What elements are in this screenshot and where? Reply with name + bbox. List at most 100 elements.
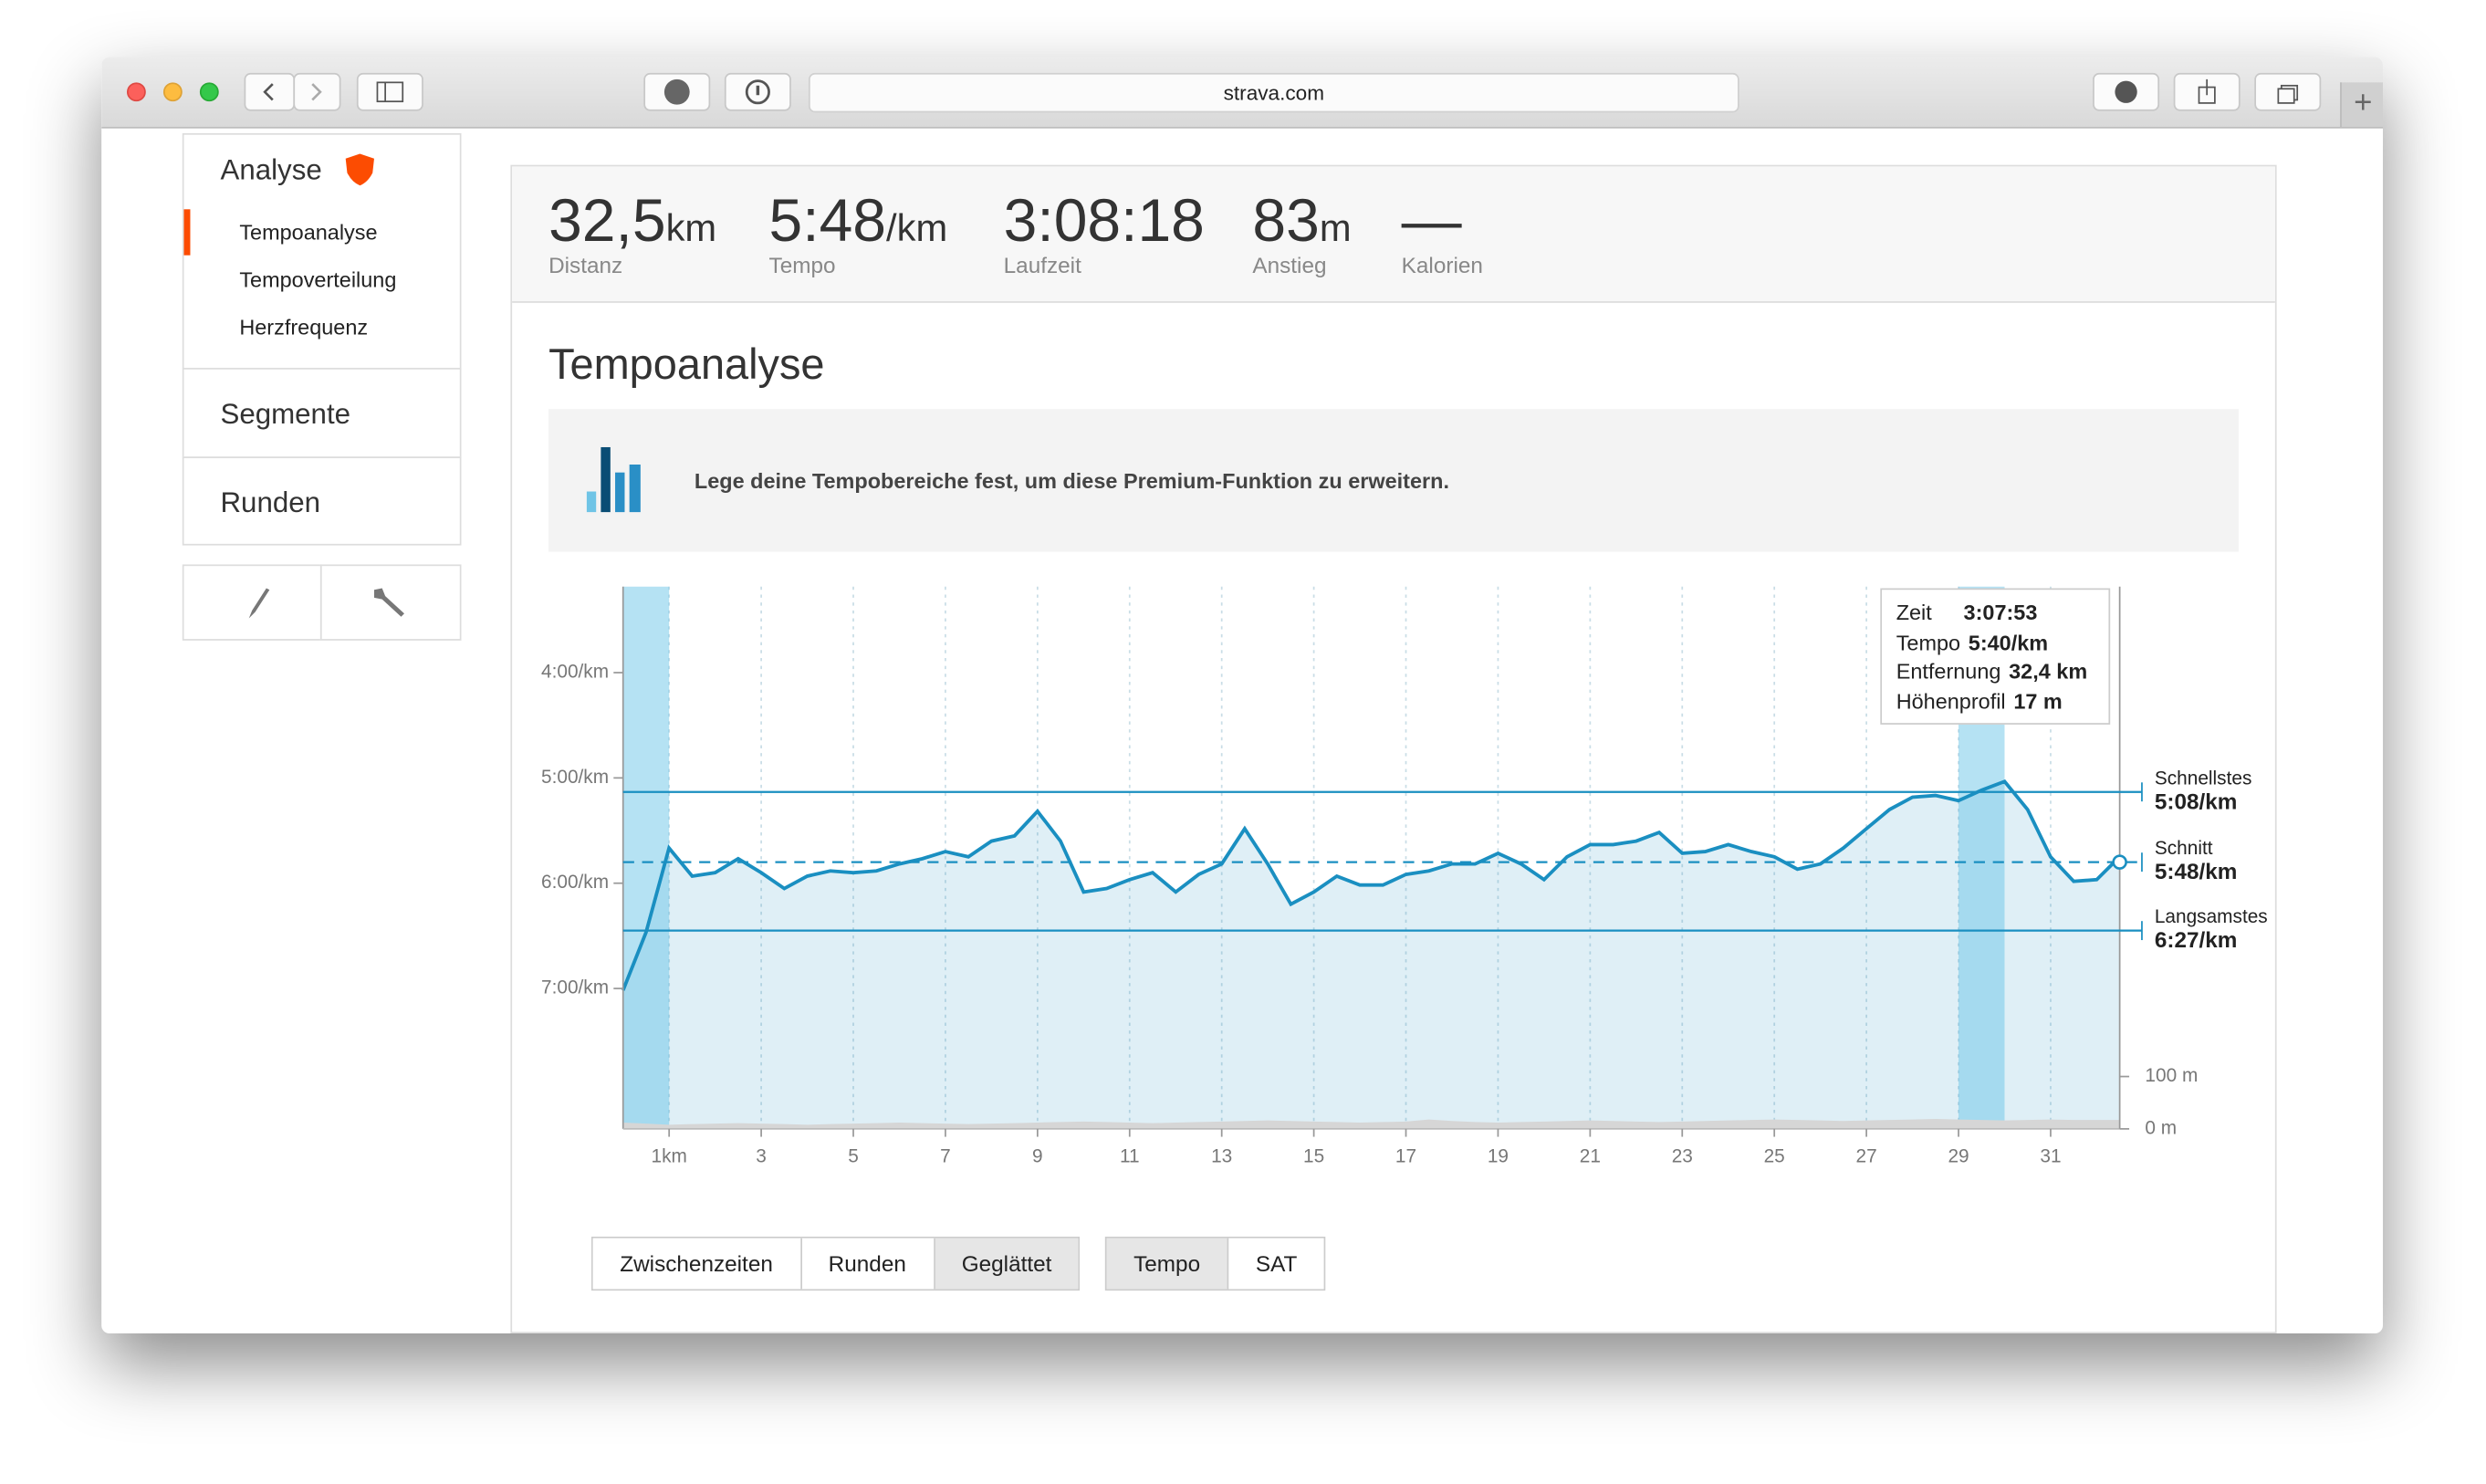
url-text: strava.com (1223, 80, 1325, 105)
stat: 83m Anstieg (1252, 189, 1351, 277)
x-tick-label: 25 (1764, 1146, 1785, 1167)
password-button[interactable] (724, 72, 791, 111)
x-tick-label: 27 (1856, 1146, 1877, 1167)
y-tick-label: 5:00/km (541, 767, 609, 788)
y-tick-label: 6:00/km (541, 872, 609, 893)
stat-label: Laufzeit (1003, 252, 1081, 278)
premium-banner: Lege deine Tempobereiche fest, um diese … (548, 409, 2239, 552)
zoom-button[interactable] (199, 82, 219, 102)
x-tick-label: 7 (940, 1146, 951, 1167)
tooltip-row: Tempo 5:40/km (1896, 629, 2094, 658)
menu-item[interactable]: Tempoverteilung (239, 267, 397, 292)
minimize-button[interactable] (162, 82, 183, 102)
address-bar[interactable]: strava.com (808, 72, 1739, 113)
highlight-band (622, 586, 670, 1129)
menu-item[interactable]: Herzfrequenz (239, 315, 369, 340)
tooltip-value: 5:40/km (1968, 630, 2049, 654)
premium-icon (345, 153, 374, 186)
tooltip-row: Entfernung 32,4 km (1896, 658, 2094, 687)
new-tab-button[interactable]: + (2340, 82, 2384, 127)
stat-label: Distanz (548, 252, 623, 278)
x-tick-label: 19 (1488, 1146, 1509, 1167)
wrench-icon (373, 588, 404, 617)
pencil-icon (248, 588, 270, 619)
tooltip-label: Entfernung (1896, 659, 2001, 684)
toolbar: strava.com + (101, 57, 2384, 129)
forward-button[interactable] (293, 72, 341, 111)
stat: 5:48/km Tempo (769, 189, 948, 277)
x-tick-label: 5 (848, 1146, 859, 1167)
tooltip-label: Zeit (1896, 601, 1932, 625)
stat-label: Kalorien (1401, 252, 1483, 278)
icon (2277, 84, 2299, 104)
tooltip-value: 3:07:53 (1963, 601, 2038, 625)
stat: 3:08:18 Laufzeit (1004, 189, 1205, 277)
pace-area (622, 781, 2120, 1129)
sidebar-runden[interactable]: Runden (182, 456, 462, 546)
tooltip-value: 17 m (2013, 688, 2063, 713)
sidebar-button[interactable] (356, 72, 423, 111)
stat-unit: km (665, 207, 717, 251)
x-tick-label: 17 (1395, 1146, 1416, 1167)
tooltip-value: 32,4 km (2009, 659, 2088, 684)
icon (2198, 78, 2216, 104)
y2-tick-label: 100 m (2145, 1065, 2198, 1086)
toggle-button[interactable]: Zwischenzeiten (592, 1238, 802, 1290)
tooltip-row: Zeit 3:07:53 (1896, 600, 2094, 629)
stat-unit: m (1319, 207, 1352, 251)
adblock-button[interactable] (643, 72, 711, 111)
x-tick-label: 3 (756, 1146, 767, 1167)
edit-button[interactable] (182, 564, 322, 641)
stat: — Kalorien (1402, 189, 1483, 277)
download-button[interactable] (2093, 72, 2160, 111)
active-indicator (183, 209, 191, 256)
sidebar-analyse: Analyse Tempoanalyse Tempoverteilung Her… (182, 132, 462, 370)
metric-buttons: Tempo SAT (1104, 1237, 1326, 1291)
stat-value: 32,5 (548, 188, 666, 256)
x-tick-label: 1km (651, 1146, 686, 1167)
y-tick-label: 7:00/km (541, 977, 609, 998)
page-title: Tempoanalyse (548, 340, 825, 389)
reference-name: Langsamstes (2155, 906, 2268, 927)
tooltip-label: Höhenprofil (1896, 688, 2006, 713)
toggle-button[interactable]: SAT (1228, 1238, 1324, 1290)
toggle-button[interactable]: Tempo (1106, 1238, 1229, 1290)
x-tick-label: 9 (1032, 1146, 1043, 1167)
icon (745, 79, 770, 105)
toggle-button[interactable]: Runden (801, 1238, 935, 1290)
x-tick-label: 15 (1303, 1146, 1324, 1167)
icon (311, 83, 322, 101)
icon (2115, 80, 2137, 103)
close-button[interactable] (126, 82, 146, 102)
settings-button[interactable] (319, 564, 462, 641)
reference-value: 6:27/km (2155, 928, 2238, 953)
bars-icon (586, 446, 641, 513)
x-tick-label: 29 (1948, 1146, 1969, 1167)
stats-bar: 32,5km Distanz 5:48/km Tempo 3:08:18 Laufze… (512, 166, 2275, 303)
reference-name: Schnitt (2155, 838, 2213, 859)
stat-value: 5:48 (768, 188, 887, 256)
x-tick-label: 13 (1211, 1146, 1232, 1167)
section-title[interactable]: Analyse (220, 153, 322, 186)
toggle-button[interactable]: Geglättet (935, 1238, 1079, 1290)
y2-tick-label: 0 m (2145, 1117, 2177, 1138)
sidebar-segmente[interactable]: Segmente (182, 368, 462, 459)
section-title: Segmente (220, 398, 351, 430)
stat-label: Anstieg (1252, 252, 1327, 278)
menu-item[interactable]: Tempoanalyse (239, 220, 378, 245)
y-tick-label: 4:00/km (541, 661, 609, 682)
tooltip-label: Tempo (1896, 630, 1961, 654)
reference-value: 5:08/km (2155, 789, 2238, 814)
pace-line (621, 779, 2121, 991)
average-marker (2112, 854, 2127, 870)
tabs-button[interactable] (2254, 72, 2322, 111)
share-button[interactable] (2173, 72, 2241, 111)
banner-text[interactable]: Lege deine Tempobereiche fest, um diese … (694, 469, 1449, 494)
x-tick-label: 11 (1120, 1146, 1140, 1167)
x-tick-label: 21 (1580, 1146, 1601, 1167)
main-panel: 32,5km Distanz 5:48/km Tempo 3:08:18 Laufze… (510, 164, 2277, 1333)
icon (376, 81, 404, 103)
back-button[interactable] (244, 72, 296, 111)
x-tick-label: 31 (2040, 1146, 2061, 1167)
